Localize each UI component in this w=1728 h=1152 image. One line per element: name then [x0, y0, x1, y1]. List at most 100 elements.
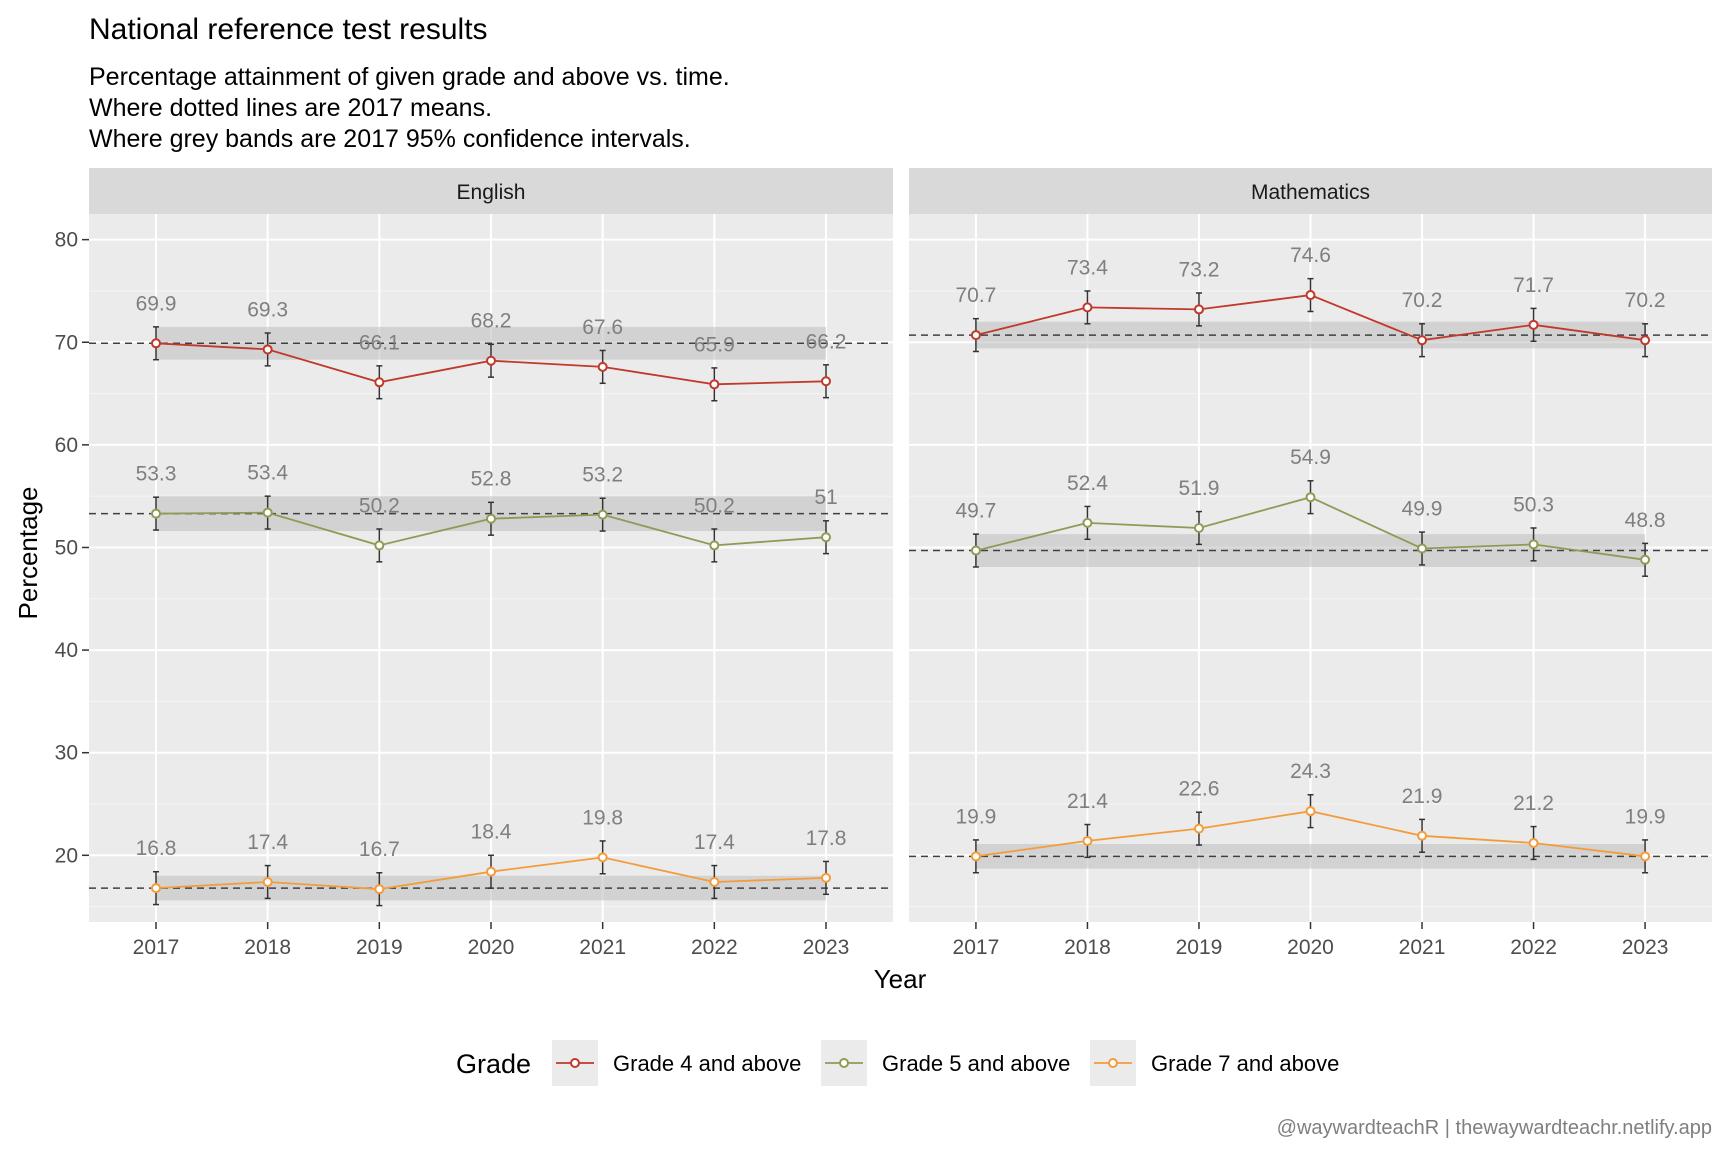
x-tick-label-2023-english: 2023 [803, 936, 850, 959]
panel-english: English 20 30 40 50 60 70 80 2017 2018 2019 2020 202… [55, 168, 893, 959]
data-point-grade-4-and-above-2018-mathematics [1082, 302, 1093, 313]
data-point-grade-7-and-above-2022-english [709, 876, 720, 887]
x-tick-label-2017-mathematics: 2017 [953, 936, 1000, 959]
data-point-grade-4-and-above-2023-english [821, 376, 831, 387]
chart-caption: @waywardteachR | thewaywardteachr.netlif… [1277, 1117, 1712, 1139]
data-label-grade-5-and-above-2019-mathematics: 51.9 [1179, 477, 1220, 500]
legend-label-grade-4-and-above: Grade 4 and above [613, 1051, 801, 1076]
x-tick-label-2020-english: 2020 [468, 936, 515, 959]
data-label-grade-7-and-above-2020-mathematics: 24.3 [1290, 760, 1331, 783]
data-point-grade-4-and-above-2022-english [709, 379, 720, 390]
data-label-grade-4-and-above-2019-english: 66.1 [359, 331, 400, 354]
data-label-grade-5-and-above-2017-english: 53.3 [136, 463, 177, 486]
legend-key-point-grade-5-and-above [839, 1058, 849, 1068]
legend-label-grade-7-and-above: Grade 7 and above [1151, 1051, 1339, 1076]
data-point-grade-4-and-above-2019-mathematics [1193, 304, 1204, 315]
data-point-grade-7-and-above-2019-english [374, 884, 385, 895]
data-point-grade-4-and-above-2020-mathematics [1305, 290, 1316, 301]
x-tick-label-2022-mathematics: 2022 [1510, 936, 1557, 959]
data-point-grade-4-and-above-2021-english [597, 361, 608, 372]
data-label-grade-4-and-above-2021-english: 67.6 [582, 316, 623, 339]
data-label-grade-4-and-above-2018-english: 69.3 [247, 298, 288, 321]
y-tick-label-60: 60 [55, 434, 78, 457]
data-label-grade-7-and-above-2022-mathematics: 21.2 [1513, 792, 1554, 815]
y-axis-title: Percentage [13, 487, 43, 620]
panel-mathematics: Mathematics 2017 2018 2019 2020 2021 2022 2023 7… [909, 168, 1712, 959]
data-point-grade-7-and-above-2017-mathematics [970, 851, 981, 862]
data-label-grade-5-and-above-2017-mathematics: 49.7 [955, 500, 996, 523]
legend: Grade Grade 4 and above Grade 5 and above… [456, 1040, 1339, 1086]
data-label-grade-7-and-above-2017-mathematics: 19.9 [955, 805, 996, 828]
x-tick-label-2020-mathematics: 2020 [1287, 936, 1334, 959]
data-label-grade-4-and-above-2017-mathematics: 70.7 [955, 284, 996, 307]
data-point-grade-7-and-above-2021-mathematics [1417, 830, 1428, 841]
data-label-grade-7-and-above-2019-mathematics: 22.6 [1179, 778, 1220, 801]
data-label-grade-4-and-above-2022-mathematics: 71.7 [1513, 274, 1554, 297]
chart-title: National reference test results [89, 13, 488, 46]
data-point-grade-5-and-above-2017-mathematics [970, 545, 981, 556]
data-label-grade-5-and-above-2020-english: 52.8 [471, 468, 512, 491]
data-label-grade-5-and-above-2022-english: 50.2 [694, 494, 735, 517]
data-point-grade-5-and-above-2017-english [151, 508, 161, 519]
data-label-grade-7-and-above-2018-mathematics: 21.4 [1067, 790, 1108, 813]
x-axis-title: Year [874, 964, 927, 994]
data-label-grade-7-and-above-2021-english: 19.8 [582, 806, 623, 829]
data-point-grade-4-and-above-2019-english [374, 377, 385, 388]
data-point-grade-5-and-above-2023-english [821, 532, 831, 543]
x-tick-label-2022-english: 2022 [691, 936, 738, 959]
y-tick-label-50: 50 [55, 536, 78, 559]
data-label-grade-7-and-above-2023-mathematics: 19.9 [1625, 805, 1666, 828]
chart-subtitle-line-3: Where grey bands are 2017 95% confidence… [89, 125, 691, 153]
data-point-grade-5-and-above-2022-mathematics [1528, 539, 1539, 550]
data-point-grade-7-and-above-2018-mathematics [1082, 835, 1093, 846]
data-label-grade-7-and-above-2019-english: 16.7 [359, 838, 400, 861]
x-tick-label-2023-mathematics: 2023 [1622, 936, 1669, 959]
data-label-grade-5-and-above-2023-mathematics: 48.8 [1625, 509, 1666, 532]
data-point-grade-7-and-above-2018-english [262, 876, 273, 887]
data-label-grade-7-and-above-2021-mathematics: 21.9 [1402, 785, 1443, 808]
x-tick-label-2021-english: 2021 [579, 936, 626, 959]
data-point-grade-4-and-above-2022-mathematics [1528, 319, 1539, 330]
data-point-grade-5-and-above-2023-mathematics [1640, 554, 1651, 565]
chart-subtitle-line-2: Where dotted lines are 2017 means. [89, 94, 492, 122]
y-tick-label-20: 20 [55, 844, 78, 867]
data-label-grade-4-and-above-2023-mathematics: 70.2 [1625, 289, 1666, 312]
data-label-grade-5-and-above-2018-english: 53.4 [247, 462, 288, 485]
data-label-grade-7-and-above-2022-english: 17.4 [694, 831, 735, 854]
data-point-grade-7-and-above-2019-mathematics [1193, 823, 1204, 834]
data-label-grade-5-and-above-2021-mathematics: 49.9 [1402, 498, 1443, 521]
data-label-grade-7-and-above-2017-english: 16.8 [136, 837, 177, 860]
x-tick-label-2021-mathematics: 2021 [1399, 936, 1446, 959]
data-point-grade-4-and-above-2021-mathematics [1417, 335, 1428, 346]
data-point-grade-4-and-above-2017-mathematics [970, 330, 981, 341]
data-point-grade-7-and-above-2017-english [151, 883, 161, 894]
data-point-grade-7-and-above-2020-mathematics [1305, 806, 1316, 817]
data-label-grade-5-and-above-2022-mathematics: 50.3 [1513, 493, 1554, 516]
data-point-grade-5-and-above-2018-english [262, 507, 273, 518]
data-label-grade-7-and-above-2023-english: 17.8 [806, 827, 847, 850]
data-point-grade-4-and-above-2017-english [151, 338, 161, 349]
data-label-grade-4-and-above-2021-mathematics: 70.2 [1402, 289, 1443, 312]
data-point-grade-5-and-above-2019-english [374, 540, 385, 551]
data-point-grade-7-and-above-2021-english [597, 852, 608, 863]
data-point-grade-5-and-above-2021-mathematics [1417, 543, 1428, 554]
legend-label-grade-5-and-above: Grade 5 and above [882, 1051, 1070, 1076]
x-tick-label-2019-mathematics: 2019 [1176, 936, 1223, 959]
y-tick-label-80: 80 [55, 229, 78, 252]
data-point-grade-5-and-above-2020-english [486, 513, 496, 524]
data-point-grade-7-and-above-2020-english [486, 866, 496, 877]
data-point-grade-7-and-above-2023-english [821, 872, 831, 883]
data-label-grade-4-and-above-2022-english: 65.9 [694, 333, 735, 356]
data-point-grade-5-and-above-2018-mathematics [1082, 517, 1093, 528]
facet-panels: English 20 30 40 50 60 70 80 2017 2018 2019 2020 202… [55, 168, 1712, 959]
x-tick-label-2017-english: 2017 [133, 936, 180, 959]
y-tick-label-40: 40 [55, 639, 78, 662]
x-tick-label-2018-english: 2018 [244, 936, 291, 959]
data-point-grade-5-and-above-2022-english [709, 540, 720, 551]
y-tick-label-70: 70 [55, 331, 78, 354]
data-label-grade-5-and-above-2020-mathematics: 54.9 [1290, 446, 1331, 469]
strip-english [89, 168, 893, 214]
data-point-grade-4-and-above-2018-english [262, 344, 273, 355]
chart-subtitle-line-1: Percentage attainment of given grade and… [89, 63, 730, 91]
